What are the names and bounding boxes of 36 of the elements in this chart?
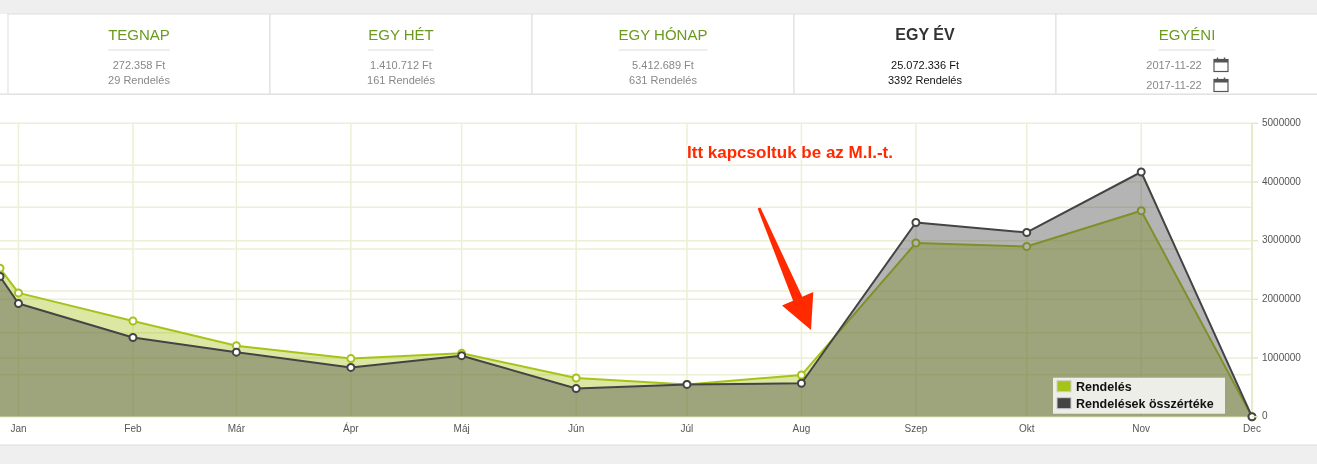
category-label: EGYÉNI — [1158, 26, 1216, 43]
text: 3392 Rendelés — [887, 74, 963, 86]
text: 2017-11-22 — [1146, 58, 1202, 71]
x-tick-label: Nov — [1132, 423, 1151, 434]
category-label: TEGNAP — [108, 26, 170, 43]
text: 631 Rendelés — [629, 74, 698, 86]
x-tick-label: Okt — [1018, 423, 1035, 434]
y-tick-label: 3000000 — [1262, 234, 1302, 246]
legend-label: Rendelések összértéke — [1076, 397, 1214, 412]
x-tick-label: Ápr — [343, 422, 360, 434]
x-tick-label: Dec — [1243, 423, 1261, 434]
x-tick-label: Már — [227, 423, 246, 434]
y-tick-label: 1000000 — [1262, 351, 1302, 363]
category-label: EGY ÉV — [895, 25, 955, 43]
y-tick-label: 5000000 — [1262, 116, 1302, 128]
y-tick-label: 4000000 — [1262, 175, 1302, 187]
text: 1.410.712 Ft — [370, 58, 432, 71]
y-tick-label: 0 — [1262, 410, 1268, 422]
text: 2017-11-22 — [1146, 78, 1202, 91]
text: 25.072.336 Ft — [891, 58, 959, 71]
x-tick-label: Jún — [568, 423, 585, 434]
x-tick-label: Máj — [453, 423, 470, 434]
category-label: EGY HÉT — [368, 26, 434, 43]
x-tick-label: Szep — [904, 423, 928, 434]
text: 161 Rendelés — [367, 74, 436, 86]
text: 272.358 Ft — [112, 58, 166, 71]
category-label: EGY HÓNAP — [618, 26, 708, 43]
legend-label: Rendelés — [1076, 380, 1132, 395]
x-tick-label: Feb — [124, 423, 143, 434]
annotation: Itt kapcsoltuk be az M.I.-t. — [687, 143, 893, 162]
text: 5.412.689 Ft — [632, 58, 694, 71]
x-tick-label: Júl — [680, 423, 694, 434]
y-tick-label: 2000000 — [1262, 292, 1302, 304]
text: 29 Rendelés — [108, 74, 171, 86]
x-tick-label: Jan — [10, 423, 27, 434]
x-tick-label: Aug — [792, 423, 811, 434]
